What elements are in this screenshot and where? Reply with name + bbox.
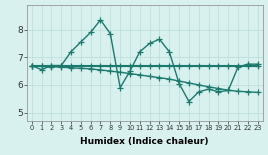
X-axis label: Humidex (Indice chaleur): Humidex (Indice chaleur) (80, 137, 209, 146)
